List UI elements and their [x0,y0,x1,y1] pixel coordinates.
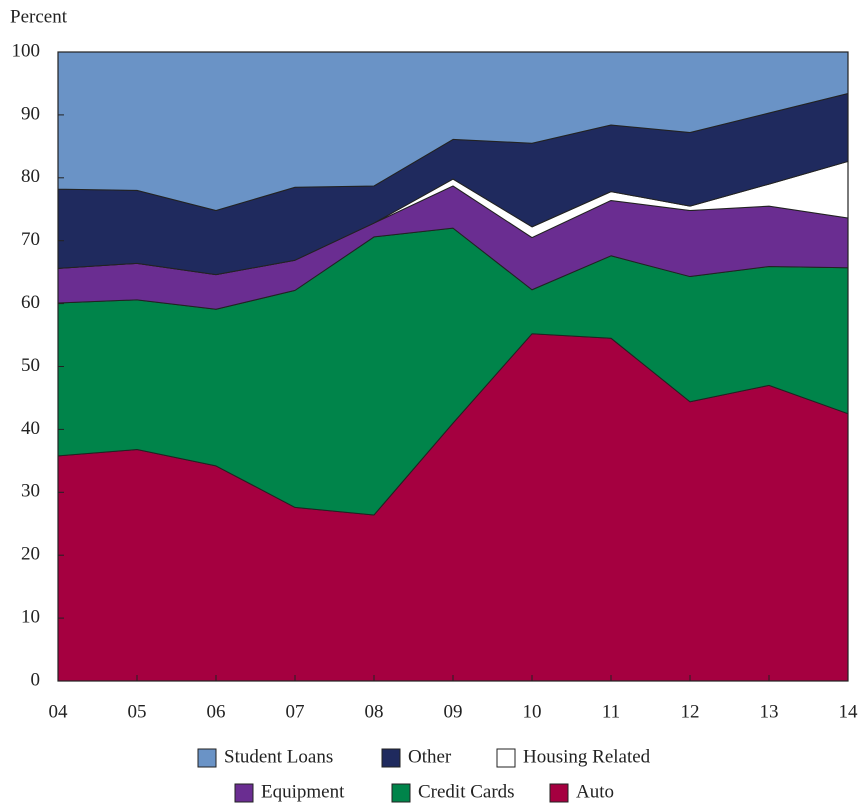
legend-label: Student Loans [224,746,333,767]
x-tick-label: 07 [286,701,305,722]
y-tick-label: 60 [21,292,40,313]
legend-swatch [234,783,254,803]
legend-label: Other [408,746,452,767]
legend-label: Housing Related [523,746,651,767]
y-tick-label: 0 [31,669,41,690]
x-tick-label: 09 [444,701,463,722]
y-tick-label: 30 [21,481,40,502]
legend-label: Credit Cards [418,781,515,802]
legend-swatch [496,748,516,768]
legend-label: Auto [576,781,614,802]
x-tick-label: 14 [839,701,859,722]
y-axis-label: Percent [10,6,68,27]
x-tick-label: 06 [207,701,226,722]
legend-label: Equipment [261,781,345,802]
legend-swatch [197,748,217,768]
y-tick-label: 40 [21,418,40,439]
x-tick-label: 11 [602,701,620,722]
x-tick-label: 10 [523,701,542,722]
x-tick-label: 08 [365,701,384,722]
y-tick-label: 100 [12,40,41,61]
y-tick-label: 20 [21,544,40,565]
legend-swatch [549,783,569,803]
x-tick-label: 05 [128,701,147,722]
legend-swatch [391,783,411,803]
y-tick-label: 50 [21,355,40,376]
y-tick-label: 90 [21,103,40,124]
legend-swatch [381,748,401,768]
y-tick-label: 10 [21,606,40,627]
x-tick-label: 04 [49,701,69,722]
y-tick-label: 80 [21,166,40,187]
y-tick-label: 70 [21,229,40,250]
x-tick-label: 13 [760,701,779,722]
x-tick-label: 12 [681,701,700,722]
